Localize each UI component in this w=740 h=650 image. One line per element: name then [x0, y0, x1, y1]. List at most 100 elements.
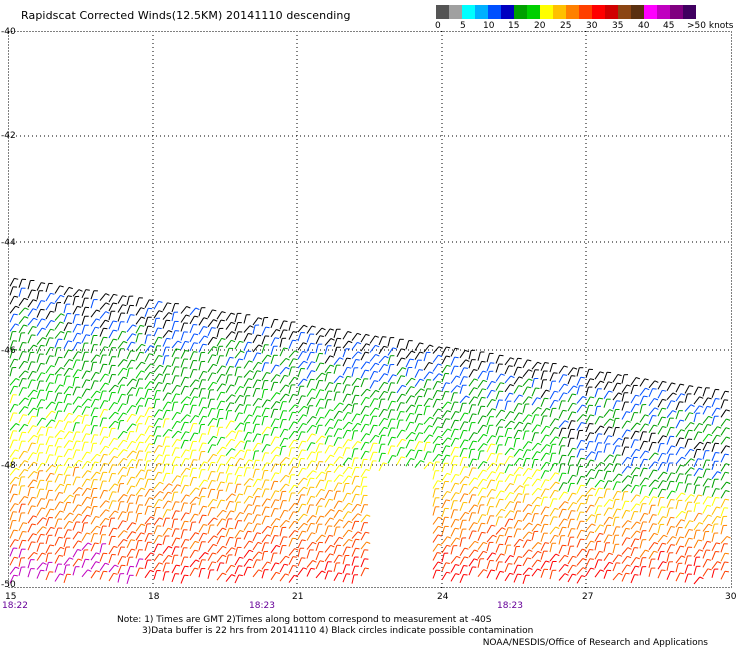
credit-line: NOAA/NESDIS/Office of Research and Appli…: [482, 638, 708, 648]
wind-barb-feather: [257, 334, 262, 337]
wind-barb: [171, 321, 176, 331]
wind-barb: [297, 458, 302, 468]
wind-barb-feather: [644, 423, 649, 426]
wind-barb-feather: [679, 401, 684, 403]
wind-barb: [576, 511, 581, 521]
wind-barb-feather: [202, 343, 207, 346]
wind-barb: [378, 373, 385, 382]
wind-barb: [45, 346, 51, 356]
wind-barb: [477, 461, 484, 470]
wind-barb: [576, 457, 582, 467]
wind-barb: [540, 425, 547, 434]
wind-barb-feather: [717, 561, 722, 564]
wind-barb: [63, 457, 70, 467]
wind-barb: [225, 547, 233, 555]
wind-barb: [54, 501, 61, 510]
wind-barb-feather: [257, 541, 262, 545]
wind-barb: [252, 478, 258, 488]
wind-barb-feather: [456, 537, 461, 540]
wind-barb-feather: [483, 379, 488, 383]
wind-barb-feather: [554, 418, 560, 421]
wind-barb-feather: [311, 442, 316, 444]
wind-barb: [27, 344, 34, 353]
wind-barb: [558, 420, 566, 428]
wind-barb: [720, 471, 726, 481]
wind-barb: [126, 494, 132, 504]
wind-barb-feather: [22, 342, 27, 344]
wind-barb: [396, 411, 401, 420]
wind-barb: [450, 365, 455, 375]
wind-barb: [495, 561, 500, 571]
wind-barb-feather: [33, 317, 38, 321]
wind-barb-feather: [483, 461, 488, 464]
wind-barb-feather: [616, 400, 621, 402]
wind-barb-feather: [195, 559, 200, 562]
wind-barb: [567, 456, 572, 466]
wind-barb-feather: [85, 334, 91, 336]
wind-barb: [36, 498, 42, 507]
wind-barb: [495, 463, 501, 472]
wind-barb-feather: [266, 462, 271, 465]
wind-barb: [72, 422, 77, 432]
wind-barb: [468, 530, 473, 540]
wind-barb: [90, 354, 97, 363]
wind-barb: [657, 480, 664, 489]
wind-barb-feather: [528, 549, 533, 552]
wind-barb: [333, 519, 340, 528]
wind-barb: [36, 462, 43, 471]
wind-barb-feather: [77, 549, 82, 551]
wind-barb: [144, 479, 149, 488]
wind-barb: [180, 502, 185, 512]
wind-barb: [315, 542, 320, 552]
wind-barb-feather: [319, 443, 324, 445]
wind-barb-feather: [103, 489, 108, 492]
wind-barb: [468, 549, 475, 558]
wind-barb: [522, 441, 529, 450]
wind-barb: [81, 441, 85, 451]
wind-barb: [468, 387, 475, 396]
wind-barb-feather: [419, 432, 424, 434]
wind-barb-feather: [239, 386, 244, 389]
wind-barb-feather: [60, 331, 65, 334]
wind-barb: [693, 512, 699, 522]
wind-barb-feather: [707, 424, 712, 426]
wind-barb: [243, 467, 247, 477]
wind-barb-feather: [429, 434, 434, 437]
wind-barb: [567, 375, 572, 385]
wind-barb: [432, 488, 436, 498]
wind-barb: [270, 490, 276, 500]
wind-barb: [153, 445, 160, 454]
wind-barb-feather: [671, 400, 676, 403]
wind-barb: [288, 538, 293, 547]
wind-barb: [135, 558, 140, 568]
wind-barb-feather: [95, 561, 100, 564]
wind-barb: [9, 331, 13, 341]
wind-barb-feather: [231, 339, 236, 343]
wind-barb-feather: [50, 328, 55, 331]
time-label-3: 18:23: [497, 601, 523, 611]
wind-barb: [477, 487, 484, 496]
wind-barb-feather: [293, 484, 298, 487]
wind-barb: [702, 468, 707, 478]
wind-barb: [720, 525, 724, 535]
wind-barb-feather: [726, 535, 731, 539]
wind-barb: [333, 554, 340, 564]
wind-barb: [234, 404, 241, 413]
wind-barb-feather: [528, 522, 533, 526]
wind-barb: [225, 420, 232, 429]
wind-barb: [351, 359, 357, 368]
wind-barb-feather: [141, 361, 146, 365]
wind-barb-feather: [679, 545, 685, 548]
wind-barb: [639, 431, 644, 441]
wind-barb: [387, 455, 393, 464]
wind-barb: [189, 468, 194, 478]
wind-barb-feather: [545, 434, 550, 437]
legend-swatch-6: [514, 5, 527, 19]
wind-barb: [657, 381, 663, 390]
wind-barb: [306, 333, 311, 343]
wind-barb-feather: [509, 392, 514, 395]
wind-barb: [63, 394, 68, 404]
wind-barb-feather: [213, 517, 218, 521]
wind-barb-feather: [150, 516, 155, 519]
wind-barb-feather: [383, 408, 388, 411]
